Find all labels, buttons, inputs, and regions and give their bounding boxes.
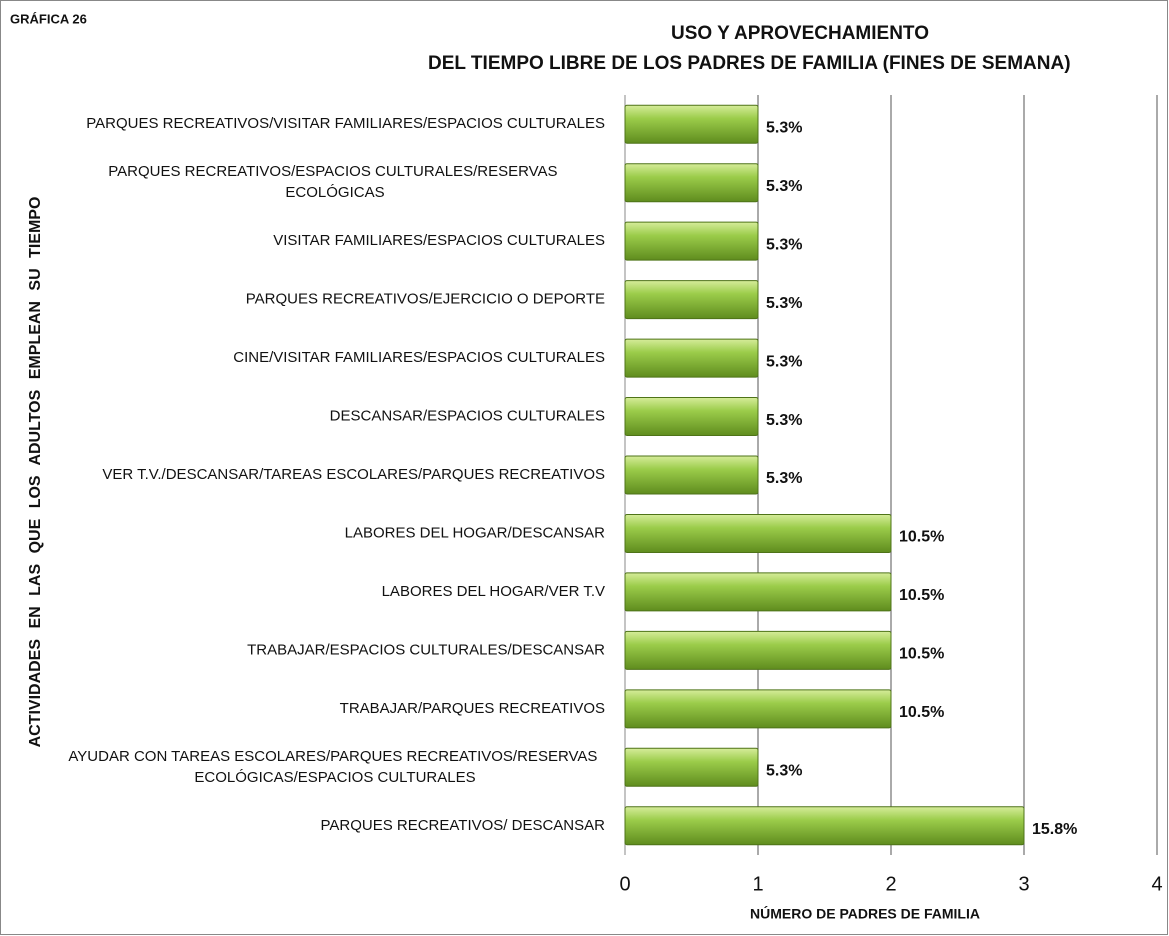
- bar: [624, 630, 892, 670]
- y-tick-label: PARQUES RECREATIVOS/ DESCANSAR: [320, 817, 605, 834]
- y-tick-label: LABORES DEL HOGAR/DESCANSAR: [345, 524, 606, 541]
- bar: [624, 747, 759, 787]
- y-tick-label: PARQUES RECREATIVOS/ESPACIOS CULTURALES/…: [108, 163, 561, 201]
- bar: [624, 104, 759, 144]
- bar: [624, 397, 759, 437]
- y-tick-label: PARQUES RECREATIVOS/VISITAR FAMILIARES/E…: [86, 115, 605, 132]
- y-tick-label: TRABAJAR/ESPACIOS CULTURALES/DESCANSAR: [247, 641, 605, 658]
- bar: [624, 455, 759, 495]
- bar: [624, 338, 759, 378]
- value-label: 10.5%: [899, 704, 944, 721]
- value-label: 5.3%: [766, 763, 802, 780]
- value-label: 10.5%: [899, 587, 944, 604]
- bar: [624, 280, 759, 320]
- x-axis-label: NÚMERO DE PADRES DE FAMILIA: [750, 905, 980, 922]
- y-tick-label: PARQUES RECREATIVOS/EJERCICIO O DEPORTE: [246, 291, 605, 308]
- value-label: 5.3%: [766, 178, 802, 195]
- x-tick-label: 3: [1018, 873, 1029, 895]
- chart-title: DEL TIEMPO LIBRE DE LOS PADRES DE FAMILI…: [428, 53, 1071, 74]
- y-tick-label: VISITAR FAMILIARES/ESPACIOS CULTURALES: [273, 232, 605, 249]
- bar: [624, 689, 892, 729]
- value-label: 5.3%: [766, 470, 802, 487]
- y-tick-label: DESCANSAR/ESPACIOS CULTURALES: [330, 408, 605, 425]
- bar: [624, 221, 759, 261]
- x-tick-label: 2: [885, 873, 896, 895]
- bar: [624, 513, 892, 553]
- bar: [624, 163, 759, 203]
- y-tick-label: LABORES DEL HOGAR/VER T.V: [382, 583, 605, 600]
- value-label: 5.3%: [766, 353, 802, 370]
- y-tick-label: VER T.V./DESCANSAR/TAREAS ESCOLARES/PARQ…: [102, 466, 605, 483]
- bar: [624, 572, 892, 612]
- value-label: 5.3%: [766, 295, 802, 312]
- y-tick-label: AYUDAR CON TAREAS ESCOLARES/PARQUES RECR…: [68, 748, 601, 786]
- value-label: 10.5%: [899, 529, 944, 546]
- bar: [624, 806, 1025, 846]
- value-label: 5.3%: [766, 412, 802, 429]
- y-axis-label: ACTIVIDADES EN LAS QUE LOS ADULTOS EMPLE…: [27, 197, 44, 748]
- x-tick-label: 4: [1151, 873, 1162, 895]
- value-label: 15.8%: [1032, 821, 1077, 838]
- value-label: 5.3%: [766, 119, 802, 136]
- y-tick-label: TRABAJAR/PARQUES RECREATIVOS: [340, 700, 605, 717]
- value-label: 10.5%: [899, 646, 944, 663]
- x-tick-label: 0: [619, 873, 630, 895]
- chart-title: USO Y APROVECHAMIENTO: [671, 23, 929, 44]
- y-tick-label: CINE/VISITAR FAMILIARES/ESPACIOS CULTURA…: [233, 349, 605, 366]
- x-tick-label: 1: [752, 873, 763, 895]
- figure-label: GRÁFICA 26: [10, 11, 87, 26]
- value-label: 5.3%: [766, 236, 802, 253]
